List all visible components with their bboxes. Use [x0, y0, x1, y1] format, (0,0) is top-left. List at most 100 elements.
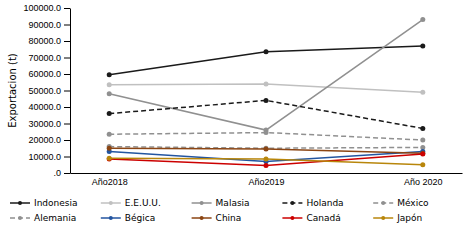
y-tick-label: 60000.0 [28, 69, 61, 79]
y-tick-label: 80000.0 [28, 36, 61, 46]
legend-marker [381, 216, 385, 220]
legend-item: Japón [373, 213, 422, 223]
legend-item: Canadá [282, 213, 340, 223]
legend-item: Bégica [101, 213, 155, 223]
legend-marker [109, 216, 113, 220]
x-axis-line [71, 173, 463, 174]
series-point [107, 146, 112, 151]
y-tick-mark [64, 124, 70, 125]
series-point [264, 49, 269, 54]
series-point [264, 146, 269, 151]
y-tick-mark [64, 107, 70, 108]
legend-item: Alemania [10, 213, 76, 223]
y-tick-label: 90000.0 [28, 20, 61, 30]
x-axis: Año2018 Año2019 Año 2020 [71, 174, 463, 188]
legend-label: Holanda [306, 198, 343, 208]
y-tick: 70000.0 [28, 53, 70, 63]
y-tick-mark [64, 58, 70, 59]
legend-marker [18, 201, 22, 205]
y-tick-label: 20000.0 [28, 135, 61, 145]
y-tick-label: 30000.0 [28, 119, 61, 129]
series-point [264, 81, 269, 86]
marks [107, 17, 426, 168]
legend-label: Japón [396, 213, 422, 223]
y-tick-mark [64, 173, 70, 174]
legend: Indonesia E.E.U.U. Malasia Holanda México Ale… [10, 198, 429, 223]
y-tick-label: 10000.0 [28, 152, 61, 162]
y-tick-mark [64, 74, 70, 75]
series-point [107, 156, 112, 161]
y-tick: 10000.0 [28, 152, 70, 162]
series-point [264, 130, 269, 135]
y-tick: 80000.0 [28, 36, 70, 46]
series-point [264, 147, 269, 152]
series-point [420, 151, 425, 156]
legend-marker [290, 201, 294, 205]
legend-item: Indonesia [10, 198, 78, 208]
legend-label: Bégica [125, 213, 155, 223]
series-point [420, 152, 425, 157]
y-axis: .0 10000.0 20000.0 30000.0 40000.0 50000.0 600… [23, 3, 70, 178]
legend-item: E.E.U.U. [101, 198, 161, 208]
series-point [107, 72, 112, 77]
y-tick: .0 [53, 168, 70, 178]
legend-item: Malasia [192, 198, 250, 208]
y-tick-mark [64, 41, 70, 42]
series-line [109, 152, 423, 162]
x-tick: Año2019 [248, 177, 284, 187]
y-tick-label: 100000.0 [23, 3, 61, 13]
series-point [107, 111, 112, 116]
legend-marker [109, 201, 113, 205]
legend-item: Holanda [282, 198, 343, 208]
legend-label: Alemania [34, 213, 76, 223]
series-point [420, 43, 425, 48]
series-line [109, 46, 423, 75]
series-line [109, 20, 423, 131]
y-tick-label: 40000.0 [28, 102, 61, 112]
y-tick-mark [64, 91, 70, 92]
x-tick-label: Año2019 [248, 177, 284, 187]
legend-marker [200, 201, 204, 205]
legend-label: Canadá [306, 213, 340, 223]
legend-marker [381, 201, 385, 205]
x-tick: Año 2020 [404, 177, 443, 187]
chart: .0 10000.0 20000.0 30000.0 40000.0 50000.0 600… [0, 0, 474, 231]
y-tick: 40000.0 [28, 102, 70, 112]
y-tick-mark [64, 25, 70, 26]
y-tick-mark [64, 157, 70, 158]
y-tick: 20000.0 [28, 135, 70, 145]
legend-label: México [397, 198, 429, 208]
y-tick-label: .0 [53, 168, 61, 178]
series-point [420, 138, 425, 143]
series-point [420, 162, 425, 167]
series-point [107, 91, 112, 96]
x-tick: Año2018 [92, 177, 128, 187]
legend-marker [200, 216, 204, 220]
y-tick-label: 50000.0 [28, 86, 61, 96]
series-point [264, 98, 269, 103]
y-tick-mark [64, 8, 70, 9]
legend-item: China [192, 213, 242, 223]
y-axis-line [70, 9, 71, 174]
legend-marker [18, 216, 22, 220]
y-tick: 100000.0 [23, 3, 70, 13]
series-point [420, 126, 425, 131]
legend-label: Indonesia [34, 198, 78, 208]
x-tick-label: Año 2020 [404, 177, 443, 187]
series-point [107, 132, 112, 137]
plot: .0 10000.0 20000.0 30000.0 40000.0 50000.0 600… [23, 3, 462, 187]
y-tick: 30000.0 [28, 119, 70, 129]
y-tick-mark [64, 140, 70, 141]
series-point [264, 156, 269, 161]
y-tick: 60000.0 [28, 69, 70, 79]
legend-label: Malasia [216, 198, 250, 208]
series-point [420, 90, 425, 95]
series-point [107, 156, 112, 161]
series-point [420, 17, 425, 22]
legend-label: China [216, 213, 242, 223]
y-tick-label: 70000.0 [28, 53, 61, 63]
series-point [264, 163, 269, 168]
legend-marker [290, 216, 294, 220]
y-axis-title: Exportacion (t) [7, 53, 18, 128]
legend-item: México [373, 198, 429, 208]
